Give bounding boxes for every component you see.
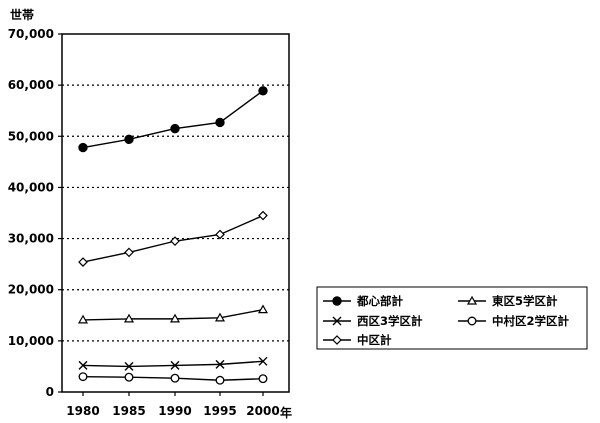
- x-tick-label: 1985: [112, 404, 145, 418]
- legend-item: 都心部計: [323, 294, 403, 308]
- grid-lines: [62, 84, 289, 342]
- data-point-filled-circle: [78, 142, 88, 153]
- data-point-filled-circle: [124, 134, 134, 145]
- series-2: [77, 304, 269, 324]
- data-point-triangle: [77, 314, 89, 324]
- legend-item: 東区5学区計: [458, 294, 558, 308]
- x-tick-label: 2000: [246, 404, 279, 418]
- y-tick-label: 60,000: [8, 78, 54, 92]
- series-layer: [77, 86, 269, 385]
- series-line: [82, 90, 264, 149]
- series-1: [78, 86, 268, 153]
- legend-label: 中村区2学区計: [492, 314, 570, 328]
- data-point-diamond: [215, 229, 225, 240]
- data-point-diamond: [170, 236, 180, 246]
- y-axis-label: 世帯: [10, 7, 34, 22]
- x-tick-label: 1990: [158, 404, 191, 418]
- data-point-filled-circle: [170, 123, 180, 134]
- data-point-open-circle: [467, 316, 477, 326]
- x-axis-ticks: 1980 1985 1990 1995 2000: [66, 392, 280, 418]
- series-4: [78, 372, 268, 385]
- legend-label: 都心部計: [356, 294, 403, 308]
- y-tick-label: 50,000: [8, 129, 54, 143]
- data-point-filled-circle: [332, 296, 342, 306]
- data-point-triangle: [257, 304, 269, 314]
- legend-item: 中区計: [323, 333, 392, 347]
- legend-label: 東区5学区計: [492, 294, 558, 308]
- data-point-filled-circle: [258, 86, 268, 96]
- x-axis-label: 年: [280, 405, 292, 420]
- legend-item: 西区3学区計: [323, 314, 423, 328]
- data-point-diamond: [332, 335, 342, 345]
- data-point-triangle: [466, 295, 478, 305]
- x-tick-label: 1995: [203, 404, 236, 418]
- legend-item: 中村区2学区計: [458, 314, 570, 328]
- data-point-x: [124, 361, 134, 371]
- series-5: [78, 210, 268, 267]
- series-3: [78, 356, 268, 371]
- legend-label: 中区計: [357, 333, 392, 347]
- data-point-diamond: [78, 257, 88, 267]
- y-tick-label: 70,000: [8, 27, 54, 41]
- data-point-filled-circle: [215, 117, 225, 128]
- data-point-diamond: [258, 210, 268, 221]
- x-tick-label: 1980: [66, 404, 99, 418]
- data-point-open-circle: [258, 374, 268, 384]
- data-point-open-circle: [78, 372, 88, 382]
- y-tick-label: 20,000: [8, 283, 54, 297]
- y-tick-label: 40,000: [8, 180, 54, 194]
- data-point-triangle: [169, 313, 181, 323]
- data-point-open-circle: [215, 375, 225, 385]
- data-point-x: [215, 359, 225, 369]
- data-point-x: [332, 316, 342, 326]
- data-point-x: [78, 360, 88, 370]
- data-point-open-circle: [170, 373, 180, 383]
- data-point-x: [170, 360, 180, 370]
- data-point-x: [258, 356, 268, 366]
- y-tick-label: 10,000: [8, 334, 54, 348]
- y-axis-ticks: 0 10,000 20,000 30,000 40,000 50,000 60,000 70,…: [8, 27, 62, 399]
- legend-label: 西区3学区計: [357, 314, 423, 328]
- data-point-open-circle: [124, 372, 134, 382]
- data-point-triangle: [214, 312, 226, 322]
- y-tick-label: 30,000: [8, 232, 54, 246]
- y-tick-label: 0: [46, 385, 54, 399]
- data-point-diamond: [124, 247, 134, 258]
- plot-frame: [61, 33, 290, 393]
- legend-box: [316, 286, 588, 350]
- data-point-triangle: [123, 313, 135, 323]
